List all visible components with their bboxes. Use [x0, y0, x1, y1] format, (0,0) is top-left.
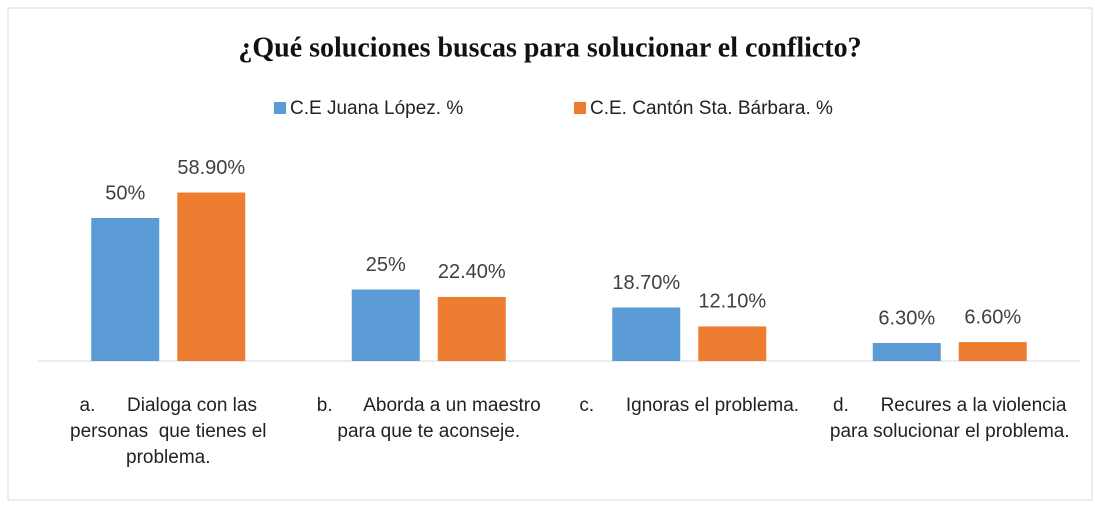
bar: [872, 342, 941, 361]
bar: [351, 289, 420, 361]
x-tick-label: d. Recures a la violencia para soluciona…: [829, 395, 1072, 442]
bar: [437, 296, 506, 361]
data-label: 25%: [366, 254, 406, 276]
legend-swatch: [574, 102, 586, 114]
x-tick-label: c. Ignoras el problema.: [579, 395, 800, 416]
bar: [177, 192, 246, 361]
x-tick-label: b. Aborda a un maestro para que te acons…: [316, 395, 546, 442]
data-label: 18.70%: [612, 272, 680, 294]
legend-label: C.E. Cantón Sta. Bárbara. %: [590, 98, 833, 119]
bar: [91, 218, 160, 361]
bar: [612, 307, 681, 361]
bar: [698, 326, 767, 361]
bar: [958, 342, 1027, 361]
data-label: 6.60%: [964, 306, 1021, 328]
chart-title: ¿Qué soluciones buscas para solucionar e…: [238, 32, 861, 63]
data-label: 58.90%: [177, 157, 245, 179]
legend-swatch: [274, 102, 286, 114]
data-label: 22.40%: [438, 261, 506, 283]
legend-label: C.E Juana López. %: [290, 98, 463, 119]
data-label: 6.30%: [878, 307, 935, 329]
x-tick-label: a. Dialoga con las personas que tienes e…: [70, 395, 272, 468]
data-label: 50%: [105, 182, 145, 204]
data-label: 12.10%: [698, 291, 766, 313]
